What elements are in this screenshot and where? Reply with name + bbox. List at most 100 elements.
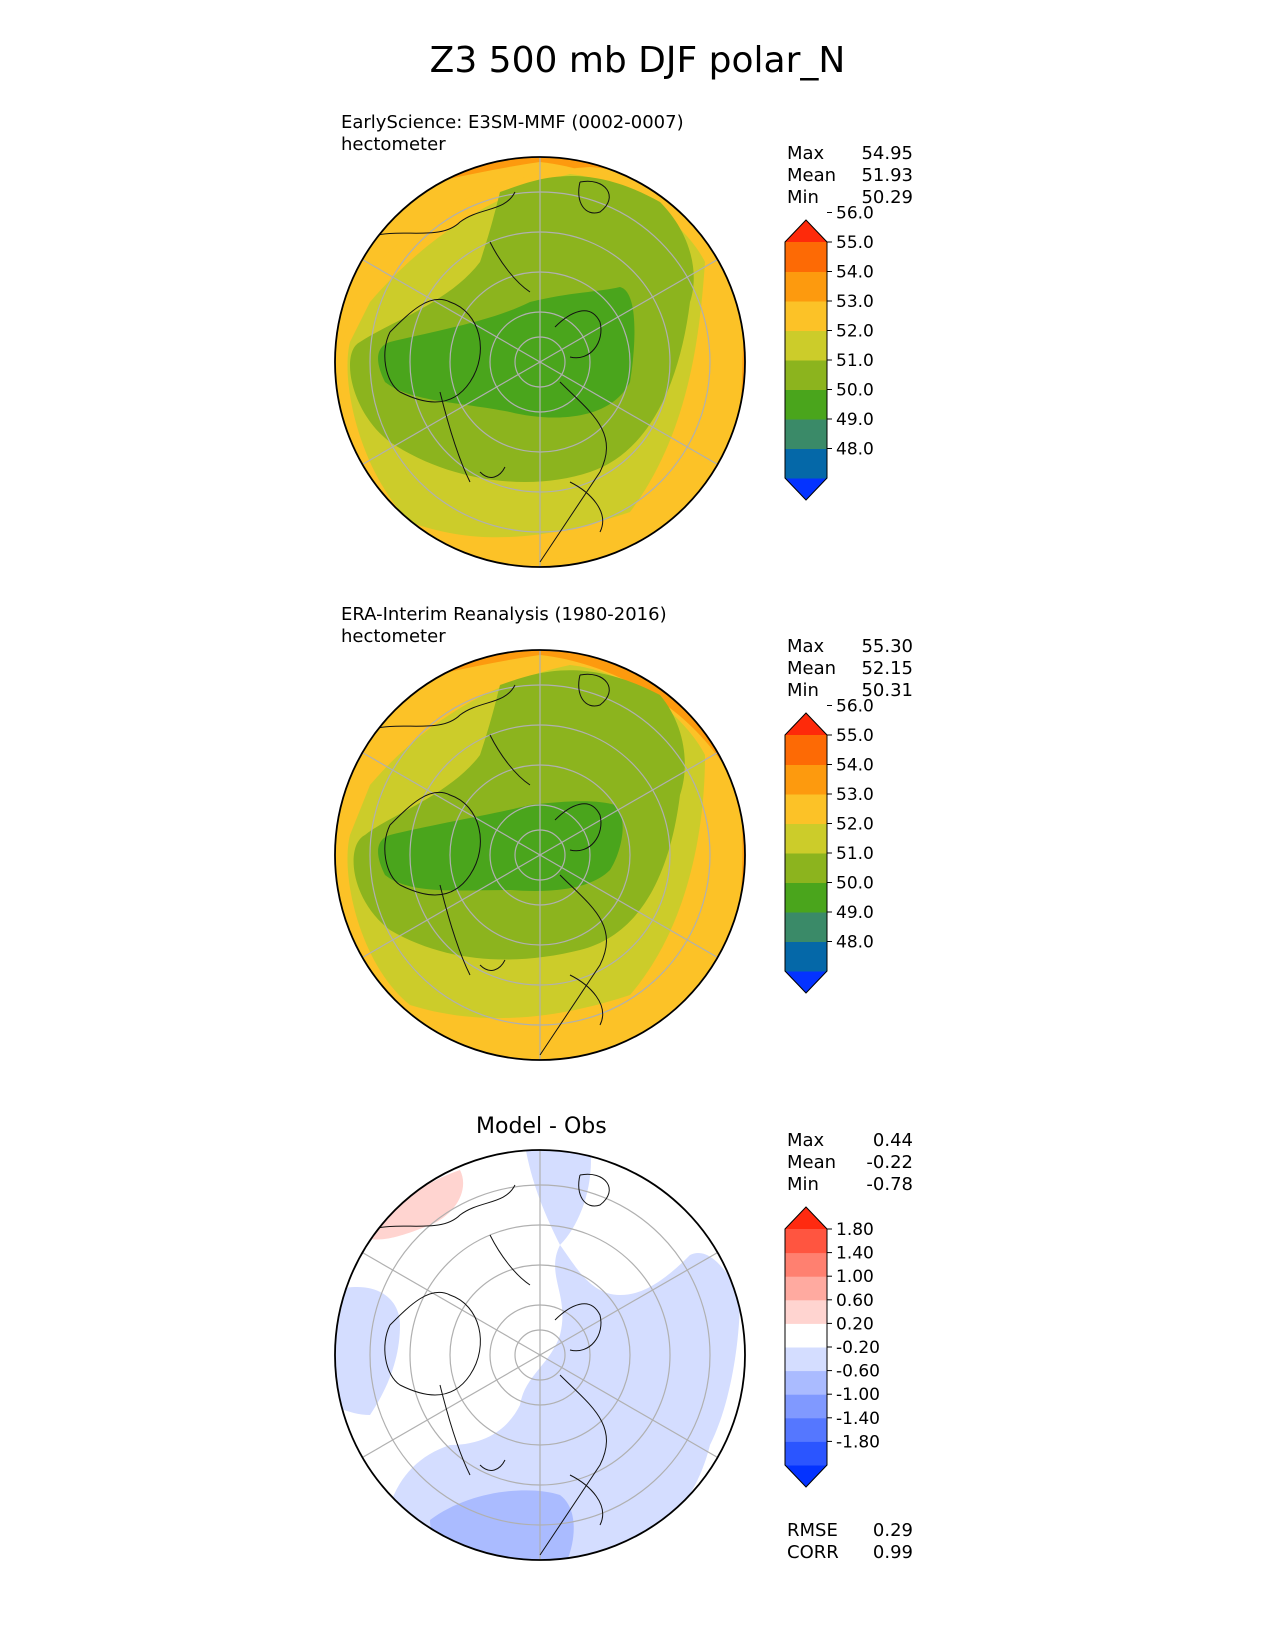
stat-min-value: 50.29 — [861, 187, 913, 208]
stat-mean-value: -0.22 — [866, 1152, 913, 1173]
colorbar-swatch — [785, 1276, 827, 1301]
colorbar-swatch — [785, 1394, 827, 1419]
colorbar-swatch — [785, 360, 827, 390]
colorbar-tick-label: -1.80 — [836, 1432, 880, 1452]
colorbar-swatch — [785, 823, 827, 854]
map-boundary — [334, 156, 746, 568]
colorbar-tick-label: 48.0 — [836, 440, 874, 460]
stat-max-value: 55.30 — [861, 636, 913, 657]
coastlines — [369, 673, 610, 1056]
model-colorbar: 48.0 49.0 50.0 51.0 52.0 53.0 54.0 55.0 56.0 — [784, 204, 874, 501]
stat-max-label: Max — [787, 1130, 825, 1151]
colorbar-outline — [784, 1206, 828, 1488]
stat-max-value: 54.95 — [861, 143, 913, 164]
colorbar-tick-label: 52.0 — [836, 815, 874, 835]
colorbar-swatch — [785, 242, 827, 272]
colorbar-tick-label: 0.60 — [836, 1291, 874, 1311]
colorbar-tick-label: 52.0 — [836, 322, 874, 342]
panel-3-title: Model - Obs — [476, 1114, 607, 1139]
panel-3-stats: Max 0.44 Mean -0.22 Min -0.78 — [787, 1130, 913, 1196]
colorbar-swatch — [785, 794, 827, 824]
diff-colorbar: -1.80 -1.40 -1.00 -0.60 -0.20 0.20 0.60 1.00 1.4… — [784, 1206, 880, 1488]
colorbar-swatch — [785, 330, 827, 361]
stat-mean-value: 51.93 — [861, 165, 913, 186]
panel-1-title: EarlySciencе: E3SM-MMF (0002-0007) — [341, 112, 684, 133]
stat-max-label: Max — [787, 636, 825, 657]
map-boundary — [334, 649, 746, 1061]
figure-title: Z3 500 mb DJF polar_N — [429, 40, 846, 81]
colorbar-swatch — [785, 912, 827, 942]
colorbar-tick-label: 1.80 — [836, 1220, 874, 1240]
lat-lon-gridlines — [357, 1150, 723, 1560]
colorbar-swatch — [785, 941, 827, 972]
colorbar-tick-label: 51.0 — [836, 351, 874, 371]
colorbar-swatch — [785, 1441, 827, 1466]
colorbar-extend-min — [785, 1465, 827, 1487]
stat-mean-value: 52.15 — [861, 658, 913, 679]
colorbar-outline — [784, 219, 828, 501]
model-field-contours — [335, 157, 745, 567]
obs-field-contours — [335, 650, 745, 1060]
colorbar-extend-min — [785, 971, 827, 993]
stat-max-label: Max — [787, 143, 825, 164]
corr-value: 0.99 — [872, 1542, 913, 1563]
panel-1-units: hectometer — [341, 134, 446, 155]
stat-min-label: Min — [787, 1174, 819, 1195]
rmse-value: 0.29 — [872, 1520, 913, 1541]
colorbar-swatch — [785, 419, 827, 449]
stat-min-value: 50.31 — [861, 680, 913, 701]
panel-2-title: ERA-Interim Reanalysis (1980-2016) — [341, 604, 667, 625]
colorbar-swatch — [785, 1299, 827, 1324]
corr-label: CORR — [787, 1542, 839, 1563]
diff-polar-map — [334, 1149, 746, 1561]
colorbar-tick-label: -1.00 — [836, 1385, 880, 1405]
colorbar-swatch — [785, 389, 827, 420]
colorbar-extend-max — [785, 220, 827, 242]
panel-1-stats: Max 54.95 Mean 51.93 Min 50.29 — [787, 143, 913, 209]
panel-3-metrics: RMSE 0.29 CORR 0.99 — [787, 1520, 913, 1564]
colorbar-tick-label: 54.0 — [836, 263, 874, 283]
colorbar-tick-label: -0.20 — [836, 1338, 880, 1358]
colorbar-tick-label: -0.60 — [836, 1362, 880, 1382]
colorbar-extend-max — [785, 713, 827, 735]
colorbar-tick-label: 54.0 — [836, 756, 874, 776]
colorbar-tick-label: 50.0 — [836, 874, 874, 894]
colorbar-tick-label: 50.0 — [836, 381, 874, 401]
colorbar-tick-label: 53.0 — [836, 292, 874, 312]
colorbar-swatch — [785, 1252, 827, 1277]
colorbar-swatch — [785, 735, 827, 765]
colorbar-swatch — [785, 1370, 827, 1395]
diff-field-contours — [335, 1150, 745, 1560]
colorbar-swatch — [785, 853, 827, 883]
colorbar-extend-min — [785, 478, 827, 500]
stat-mean-label: Mean — [787, 1152, 837, 1173]
stat-mean-label: Mean — [787, 165, 837, 186]
lat-lon-gridlines — [357, 650, 723, 1060]
colorbar-tick-label: 56.0 — [836, 697, 874, 717]
model-polar-map — [334, 156, 746, 568]
coastlines — [369, 1173, 610, 1556]
colorbar-swatch — [785, 1323, 827, 1348]
colorbar-tick-label: 51.0 — [836, 844, 874, 864]
rmse-label: RMSE — [787, 1520, 838, 1541]
stat-mean-label: Mean — [787, 658, 837, 679]
colorbar-swatch — [785, 301, 827, 331]
stat-max-value: 0.44 — [872, 1130, 913, 1151]
colorbar-tick-label: 0.20 — [836, 1314, 874, 1334]
colorbar-tick-label: -1.40 — [836, 1409, 880, 1429]
colorbar-swatch — [785, 882, 827, 913]
panel-2-units: hectometer — [341, 626, 446, 647]
colorbar-swatch — [785, 1417, 827, 1442]
colorbar-swatch — [785, 1347, 827, 1372]
colorbar-tick-label: 55.0 — [836, 726, 874, 746]
colorbar-tick-label: 49.0 — [836, 903, 874, 923]
colorbar-tick-label: 49.0 — [836, 410, 874, 430]
obs-colorbar: 48.0 49.0 50.0 51.0 52.0 53.0 54.0 55.0 56.0 — [784, 697, 874, 994]
panel-2-stats: Max 55.30 Mean 52.15 Min 50.31 — [787, 636, 913, 702]
stat-min-label: Min — [787, 680, 819, 701]
colorbar-tick-label: 55.0 — [836, 233, 874, 253]
colorbar-swatch — [785, 1229, 827, 1254]
colorbar-tick-label: 53.0 — [836, 785, 874, 805]
colorbar-extend-max — [785, 1207, 827, 1229]
colorbar-tick-label: 1.00 — [836, 1267, 874, 1287]
